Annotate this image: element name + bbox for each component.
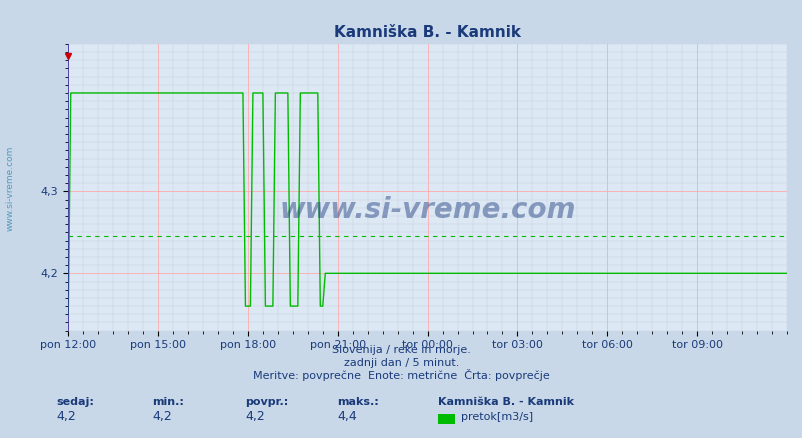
Text: Kamniška B. - Kamnik: Kamniška B. - Kamnik [437, 397, 573, 407]
Text: pretok[m3/s]: pretok[m3/s] [460, 413, 533, 423]
Text: Meritve: povprečne  Enote: metrične  Črta: povprečje: Meritve: povprečne Enote: metrične Črta:… [253, 369, 549, 381]
Text: Slovenija / reke in morje.: Slovenija / reke in morje. [332, 345, 470, 355]
Text: povpr.:: povpr.: [245, 397, 288, 407]
Text: www.si-vreme.com: www.si-vreme.com [279, 196, 575, 224]
Title: Kamniška B. - Kamnik: Kamniška B. - Kamnik [334, 25, 520, 40]
Text: min.:: min.: [152, 397, 184, 407]
Text: www.si-vreme.com: www.si-vreme.com [6, 146, 15, 231]
Text: 4,4: 4,4 [337, 410, 357, 424]
Text: 4,2: 4,2 [56, 410, 76, 424]
Text: maks.:: maks.: [337, 397, 379, 407]
Text: 4,2: 4,2 [152, 410, 172, 424]
Text: 4,2: 4,2 [245, 410, 265, 424]
Text: zadnji dan / 5 minut.: zadnji dan / 5 minut. [343, 358, 459, 368]
Text: sedaj:: sedaj: [56, 397, 94, 407]
